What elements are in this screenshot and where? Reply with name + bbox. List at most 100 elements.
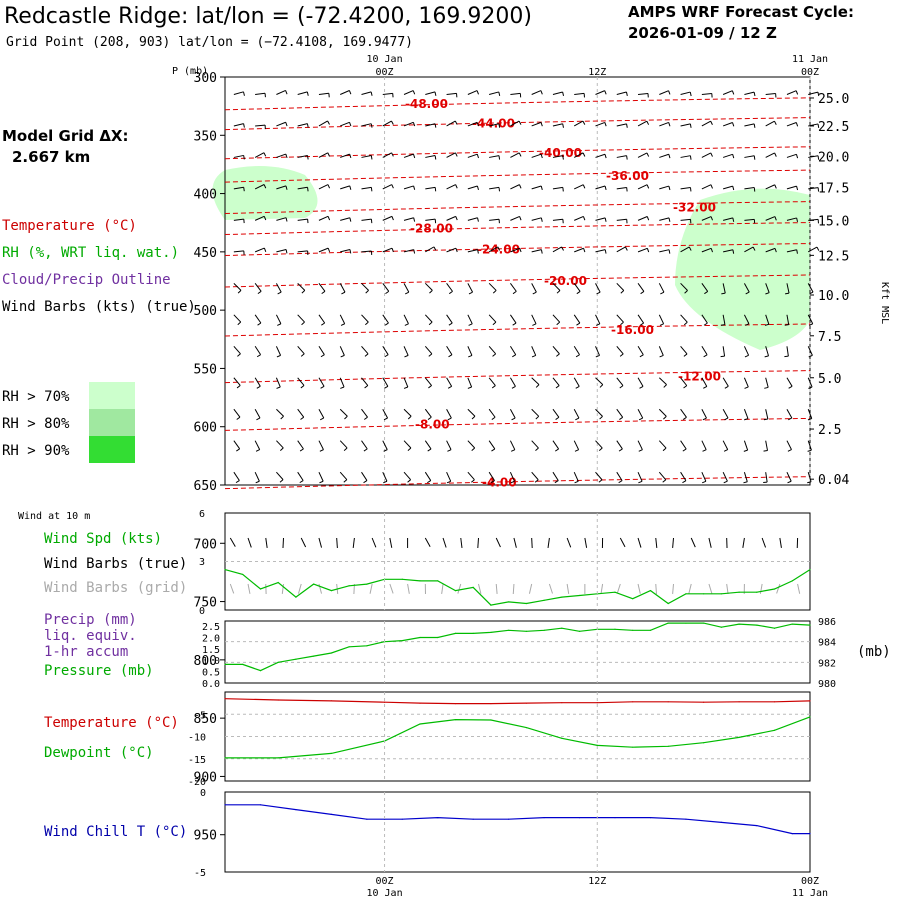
- wind-barb-50: [701, 120, 711, 127]
- temp-series-line-0-point-11: [667, 701, 669, 703]
- wind-barb-98: [531, 185, 542, 190]
- wind-barb-flag-241: [595, 354, 600, 358]
- wind-chill-series: [224, 804, 811, 835]
- wind-barb-63: [382, 152, 392, 158]
- wind-barb-flag-74: [626, 155, 628, 160]
- wind-barb-306: [786, 408, 793, 419]
- wind-barb-flag-45: [604, 122, 607, 127]
- wind-barb-flag-54: [795, 122, 799, 127]
- wind-barb-flag-72: [582, 152, 586, 157]
- wind-barb-347: [467, 471, 475, 481]
- temp-series-line-0-point-9: [596, 702, 598, 704]
- wind-barb-flag-70: [540, 154, 543, 159]
- precip-ytick-4: 2.0: [202, 633, 220, 644]
- wind-speed-line-point-15: [490, 604, 492, 606]
- wind-barb-flag-38: [454, 120, 458, 125]
- wind-barb-211: [552, 314, 561, 323]
- wind-barb-93: [425, 186, 436, 190]
- wind-barb-flag-236: [492, 353, 496, 357]
- pressure-line-point-3: [277, 661, 279, 663]
- wind-barb-flag-145: [349, 249, 352, 254]
- wind-barb-307: [807, 409, 813, 419]
- wind-barb-96: [489, 186, 500, 190]
- wind-barb-165: [765, 247, 776, 253]
- wind-barb-312: [318, 440, 324, 450]
- temperature-axis: -5 -10 -15 -20: [188, 710, 206, 788]
- wind-barb-154: [531, 249, 542, 253]
- wind-speed-line-point-20: [578, 594, 581, 597]
- wind-barb-36: [403, 121, 414, 127]
- wind-barb-257: [339, 377, 345, 388]
- wind-barb-flag-144: [327, 247, 331, 253]
- wind-barb-flag-182: [532, 291, 537, 295]
- wind-chill-line-point-16: [756, 825, 758, 827]
- wind-barb-flag-292: [491, 416, 496, 420]
- wind-barb-flag-132: [668, 217, 671, 222]
- wind-barb-119: [382, 215, 393, 221]
- isotherm-label-9: -12.00: [678, 370, 721, 384]
- wind-barb-359: [722, 471, 728, 482]
- wind-barb-180: [488, 282, 497, 291]
- wind-barb-184: [573, 283, 581, 292]
- wind-barb-flag-287: [383, 417, 388, 421]
- wind-barb-flag-184: [576, 290, 581, 295]
- wind-barb-243: [637, 346, 644, 356]
- wind-barb-333: [765, 440, 768, 451]
- wind-barb-flag-242: [619, 353, 624, 357]
- wind-barb-flag-186: [620, 290, 625, 294]
- wind-barb-353: [595, 471, 603, 481]
- wind-barb-289: [424, 408, 432, 418]
- temp-series-line-1-point-12: [703, 742, 705, 744]
- kft-tick-label-6: 10.0: [818, 289, 849, 304]
- wind-barb-270: [616, 377, 624, 386]
- wind-barb-flag-104: [668, 185, 671, 191]
- precip-pressure-panel: Precip (mm) liq. equiv. 1-hr accum Press…: [44, 612, 891, 690]
- wind-barb-flag-267: [555, 385, 560, 389]
- temp-series-line-1-point-4: [419, 723, 421, 725]
- wind-barb-42: [531, 121, 542, 127]
- wind-barb-flag-53: [774, 120, 777, 125]
- wind-barb-113: [254, 215, 265, 221]
- rh90-swatch: [89, 436, 135, 463]
- wind-barb-flag-220: [745, 323, 750, 326]
- wind-barb-flag-86: [285, 185, 288, 190]
- wind-barb-118: [361, 218, 372, 221]
- wind-barb-100: [574, 184, 584, 190]
- pressure-line-point-22: [614, 628, 616, 630]
- wind-chill-line-point-18: [809, 833, 811, 835]
- wind-barb-flag-298: [619, 416, 623, 420]
- pressure-line-point-1: [242, 663, 244, 666]
- wind-barb-flag-160: [668, 249, 671, 254]
- wind-barb-236: [488, 345, 497, 355]
- wind-barb-193: [765, 283, 770, 293]
- wind-barb-38: [446, 120, 456, 127]
- wind-barb-30: [276, 121, 286, 127]
- wind-barb-101: [595, 185, 606, 190]
- wind-barb-124: [489, 218, 500, 221]
- wind-barb-flag-279: [808, 386, 813, 389]
- wind-barb-319: [467, 440, 476, 449]
- wind-barb-flag-107: [732, 185, 735, 191]
- wind-barb-235: [467, 346, 473, 356]
- wind-barb-215: [637, 314, 645, 324]
- wind-barb-grid-30: [759, 583, 763, 594]
- p-tick-label-350: 350: [194, 129, 217, 144]
- wind-barb-152: [488, 246, 499, 253]
- wind-barb-flag-354: [618, 480, 623, 484]
- wind-barb-flag-26: [795, 90, 799, 95]
- wind-barb-flag-269: [599, 384, 604, 388]
- wind-barb-flag-192: [745, 291, 750, 295]
- wind-barb-flag-24: [753, 91, 756, 97]
- wind-barb-103: [637, 184, 648, 190]
- temp-series-line-1-point-5: [454, 718, 457, 721]
- wind-barb-276: [743, 377, 749, 388]
- wind-barb-162: [701, 247, 712, 253]
- kft-tick-label-0: 25.0: [818, 92, 849, 107]
- wind-barb-208: [488, 314, 497, 323]
- wind-barb-269: [595, 377, 604, 385]
- wind-barb-flag-357: [682, 480, 687, 484]
- wind-barb-58: [276, 153, 286, 158]
- wind-barb-13: [510, 92, 521, 95]
- wind-barb-275: [722, 377, 729, 387]
- wind-barb-flag-80: [753, 155, 756, 160]
